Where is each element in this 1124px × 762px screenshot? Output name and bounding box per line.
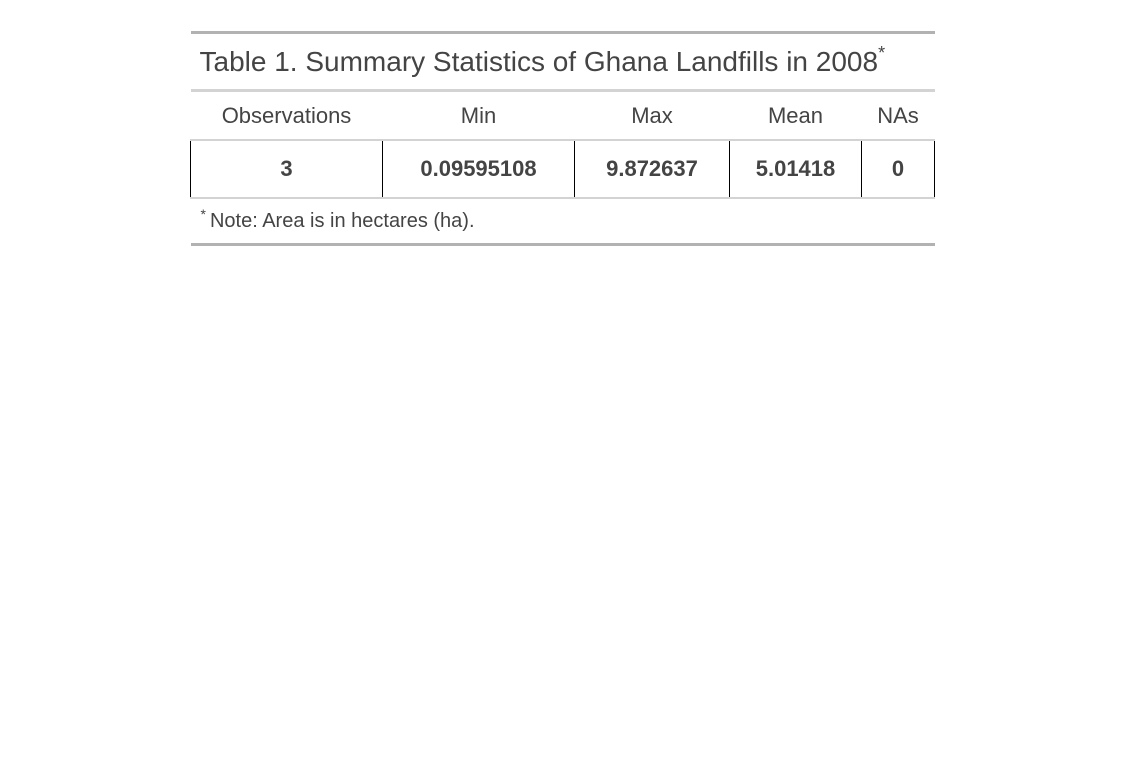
cell-mean: 5.01418	[729, 140, 862, 199]
column-header-row: Observations Min Max Mean NAs	[190, 90, 935, 141]
column-header-observations: Observations	[190, 90, 383, 141]
footnote-marker: *	[200, 205, 206, 222]
footnote-text: Note: Area is in hectares (ha).	[209, 209, 475, 232]
column-header-min: Min	[382, 90, 575, 141]
title-footnote-marker: *	[878, 42, 886, 63]
column-header-mean: Mean	[729, 90, 862, 141]
footnote-row: * Note: Area is in hectares (ha).	[190, 198, 935, 246]
table-title-text: Table 1. Summary Statistics of Ghana Lan…	[199, 45, 879, 77]
cell-max: 9.872637	[574, 140, 730, 199]
table-title-row: Table 1. Summary Statistics of Ghana Lan…	[190, 31, 935, 92]
cell-nas: 0	[860, 140, 936, 199]
table-row: 3 0.09595108 9.872637 5.01418 0	[190, 140, 936, 199]
footnote: * Note: Area is in hectares (ha).	[190, 198, 935, 246]
table-title: Table 1. Summary Statistics of Ghana Lan…	[190, 31, 935, 92]
cell-observations: 3	[190, 140, 383, 199]
column-header-nas: NAs	[861, 90, 935, 141]
summary-table-container: Table 1. Summary Statistics of Ghana Lan…	[190, 31, 936, 246]
cell-min: 0.09595108	[382, 140, 575, 199]
column-header-max: Max	[574, 90, 730, 141]
summary-table: Table 1. Summary Statistics of Ghana Lan…	[190, 31, 936, 246]
